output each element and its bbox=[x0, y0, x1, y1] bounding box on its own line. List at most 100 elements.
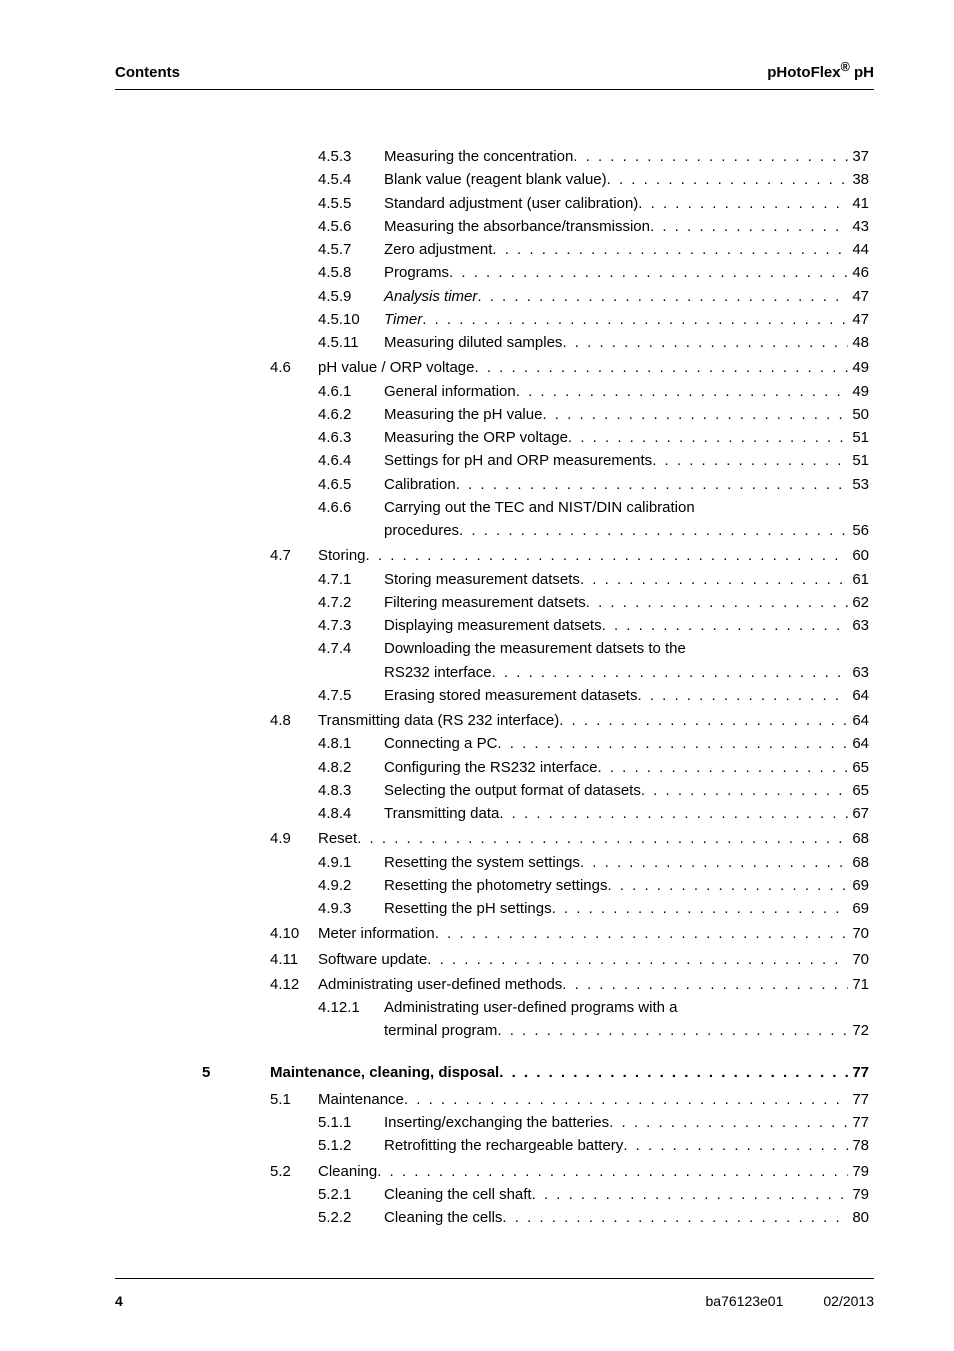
toc-leader bbox=[456, 473, 849, 496]
toc-section-title: Cleaning bbox=[318, 1160, 377, 1183]
toc-leader bbox=[492, 238, 848, 261]
toc-leader bbox=[607, 874, 848, 897]
toc-page: 49 bbox=[848, 356, 869, 379]
toc-sub-title-cont: procedures bbox=[384, 519, 459, 542]
toc-page: 38 bbox=[848, 168, 869, 191]
toc-page: 80 bbox=[848, 1206, 869, 1229]
toc-sub-title: Transmitting data bbox=[384, 802, 499, 825]
toc-section: 4.6pH value / ORP voltage 49 bbox=[270, 356, 869, 379]
toc-page: 79 bbox=[848, 1183, 869, 1206]
toc-section-title: Software update bbox=[318, 948, 427, 971]
toc-sub-num: 4.6.6 bbox=[318, 496, 384, 519]
toc-leader bbox=[435, 922, 849, 945]
toc-sub-num: 4.5.3 bbox=[318, 145, 384, 168]
toc-section-title: Maintenance bbox=[318, 1088, 404, 1111]
toc-section-num: 4.7 bbox=[270, 544, 318, 567]
toc-sub-title: Connecting a PC bbox=[384, 732, 497, 755]
toc-subsection: 4.6.6Carrying out the TEC and NIST/DIN c… bbox=[270, 496, 869, 519]
toc-sub-num: 5.2.2 bbox=[318, 1206, 384, 1229]
toc-page: 64 bbox=[848, 709, 869, 732]
toc-sub-title: Timer bbox=[384, 308, 422, 331]
toc-leader bbox=[474, 356, 848, 379]
toc-page: 63 bbox=[848, 614, 869, 637]
toc-page: 69 bbox=[848, 874, 869, 897]
toc-sub-num: 4.5.6 bbox=[318, 215, 384, 238]
toc-section: 4.8Transmitting data (RS 232 interface) … bbox=[270, 709, 869, 732]
toc-leader bbox=[559, 709, 848, 732]
toc-leader bbox=[357, 827, 848, 850]
toc-leader bbox=[404, 1088, 848, 1111]
toc-leader bbox=[477, 285, 848, 308]
toc-subsection: 4.6.1General information 49 bbox=[270, 380, 869, 403]
toc-sub-num: 4.8.3 bbox=[318, 779, 384, 802]
toc-page: 72 bbox=[848, 1019, 869, 1042]
toc-page: 69 bbox=[848, 897, 869, 920]
toc-sub-title: Cleaning the cells bbox=[384, 1206, 502, 1229]
toc-section-num: 4.9 bbox=[270, 827, 318, 850]
toc-sub-title: Measuring diluted samples bbox=[384, 331, 562, 354]
toc-sub-title: General information bbox=[384, 380, 516, 403]
toc-sub-num: 4.7.2 bbox=[318, 591, 384, 614]
toc-section-num: 5.2 bbox=[270, 1160, 318, 1183]
header-right: pHotoFlex® pH bbox=[767, 60, 874, 81]
toc-section-title: Administrating user-defined methods bbox=[318, 973, 562, 996]
toc-section-title: Reset bbox=[318, 827, 357, 850]
toc-sub-title: Measuring the absorbance/transmission bbox=[384, 215, 650, 238]
toc-section-title: pH value / ORP voltage bbox=[318, 356, 474, 379]
toc-section: 4.7Storing 60 bbox=[270, 544, 869, 567]
toc-sub-num: 4.6.3 bbox=[318, 426, 384, 449]
toc-subsection: 4.8.2Configuring the RS232 interface 65 bbox=[270, 756, 869, 779]
toc-page: 50 bbox=[848, 403, 869, 426]
toc-page: 43 bbox=[848, 215, 869, 238]
footer-right: ba76123e01 02/2013 bbox=[706, 1293, 874, 1309]
toc-subsection: 4.7.1Storing measurement datsets 61 bbox=[270, 568, 869, 591]
toc-leader bbox=[366, 544, 849, 567]
toc-page: 56 bbox=[848, 519, 869, 542]
toc-sub-num: 4.7.5 bbox=[318, 684, 384, 707]
toc-sub-title: Erasing stored measurement datasets bbox=[384, 684, 637, 707]
toc-subsection: 4.5.9Analysis timer 47 bbox=[270, 285, 869, 308]
toc-subsection: 4.5.4Blank value (reagent blank value) 3… bbox=[270, 168, 869, 191]
toc-subsection: 4.6.5Calibration 53 bbox=[270, 473, 869, 496]
toc-sub-num: 4.6.5 bbox=[318, 473, 384, 496]
toc-leader bbox=[459, 519, 848, 542]
toc-page: 71 bbox=[848, 973, 869, 996]
toc-subsection: 4.9.3Resetting the pH settings 69 bbox=[270, 897, 869, 920]
toc-page: 68 bbox=[848, 851, 869, 874]
toc-sub-title: Calibration bbox=[384, 473, 456, 496]
footer-date: 02/2013 bbox=[823, 1293, 874, 1309]
toc-sub-num: 4.5.5 bbox=[318, 192, 384, 215]
toc-leader bbox=[497, 732, 848, 755]
toc-subsection: 4.12.1Administrating user-defined progra… bbox=[270, 996, 869, 1019]
toc-leader bbox=[499, 802, 848, 825]
toc-page: 49 bbox=[848, 380, 869, 403]
toc-subsection: 4.6.3Measuring the ORP voltage 51 bbox=[270, 426, 869, 449]
toc-section: 5.1Maintenance 77 bbox=[270, 1088, 869, 1111]
toc-sub-title: Measuring the concentration bbox=[384, 145, 573, 168]
toc-page: 53 bbox=[848, 473, 869, 496]
toc-page: 79 bbox=[848, 1160, 869, 1183]
toc-sub-num: 4.9.1 bbox=[318, 851, 384, 874]
toc-leader bbox=[449, 261, 848, 284]
toc-sub-num: 4.8.4 bbox=[318, 802, 384, 825]
toc-sub-num: 4.6.1 bbox=[318, 380, 384, 403]
toc-page: 48 bbox=[848, 331, 869, 354]
registered-mark: ® bbox=[841, 60, 850, 74]
toc-leader bbox=[602, 614, 849, 637]
toc-sub-title: Configuring the RS232 interface bbox=[384, 756, 597, 779]
toc-subsection: 4.5.10Timer 47 bbox=[270, 308, 869, 331]
toc-leader bbox=[586, 591, 849, 614]
toc-subsection: 5.1.2Retrofitting the rechargeable batte… bbox=[270, 1134, 869, 1157]
toc-leader bbox=[562, 973, 848, 996]
toc-sub-num: 4.5.4 bbox=[318, 168, 384, 191]
toc-sub-num: 4.5.7 bbox=[318, 238, 384, 261]
toc-page: 70 bbox=[848, 922, 869, 945]
toc-section-title: Transmitting data (RS 232 interface) bbox=[318, 709, 559, 732]
toc-sub-title: Retrofitting the rechargeable battery bbox=[384, 1134, 623, 1157]
toc-sub-title-cont: RS232 interface bbox=[384, 661, 492, 684]
toc-page: 47 bbox=[848, 285, 869, 308]
toc-subsection: 4.7.4Downloading the measurement datsets… bbox=[270, 637, 869, 660]
toc-sub-title: Resetting the system settings bbox=[384, 851, 580, 874]
toc-leader bbox=[422, 308, 848, 331]
toc-sub-num: 5.1.2 bbox=[318, 1134, 384, 1157]
